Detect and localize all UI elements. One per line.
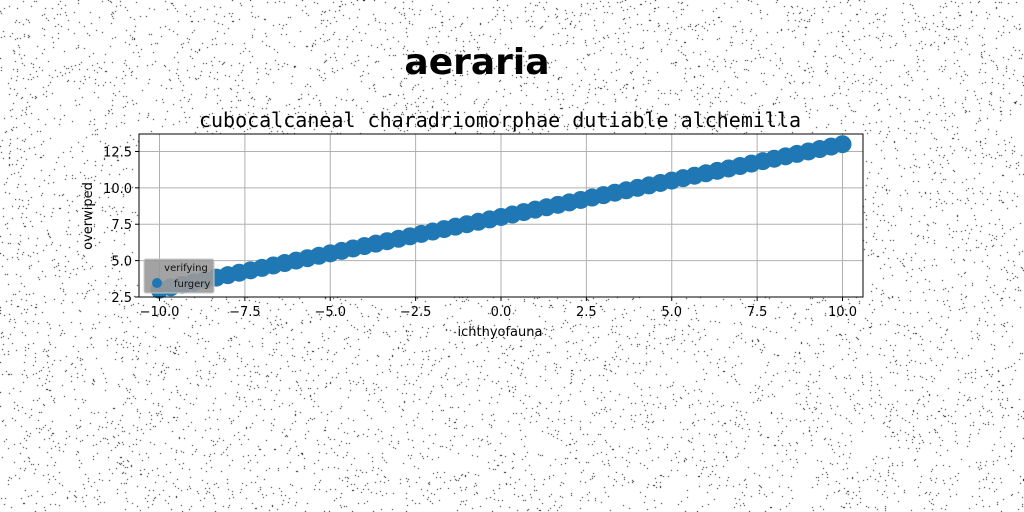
legend: verifying furgery <box>143 258 215 294</box>
y-tick-label: 5.0 <box>111 255 132 270</box>
x-tick-label: 0.0 <box>491 305 512 320</box>
y-axis: 2.5 5.0 7.5 10.0 12.5 <box>103 145 139 306</box>
legend-label-furgery: furgery <box>174 279 210 290</box>
chart-suptitle: aeraria <box>404 42 549 83</box>
x-tick-label: −2.5 <box>400 305 432 320</box>
y-tick-label: 12.5 <box>103 145 132 160</box>
x-tick-label: −7.5 <box>229 305 261 320</box>
x-axis: −10.0 −7.5 −5.0 −2.5 0.0 2.5 5.0 7.5 10.0 <box>140 297 857 320</box>
y-axis-label: overwiped <box>81 182 96 250</box>
chart-title: cubocalcaneal charadriomorphae dutiable … <box>199 108 801 132</box>
x-axis-label: ichthyofauna <box>458 325 543 340</box>
legend-title: verifying <box>164 263 208 274</box>
legend-marker <box>152 278 162 288</box>
x-tick-label: 2.5 <box>576 305 597 320</box>
x-tick-label: −10.0 <box>140 305 180 320</box>
x-tick-label: 7.5 <box>747 305 768 320</box>
y-tick-label: 10.0 <box>103 182 132 197</box>
y-tick-label: 2.5 <box>111 291 132 306</box>
x-tick-label: −5.0 <box>314 305 346 320</box>
x-tick-label: 5.0 <box>661 305 682 320</box>
scatter-point <box>833 135 852 154</box>
y-tick-label: 7.5 <box>111 218 132 233</box>
x-tick-label: 10.0 <box>828 305 857 320</box>
